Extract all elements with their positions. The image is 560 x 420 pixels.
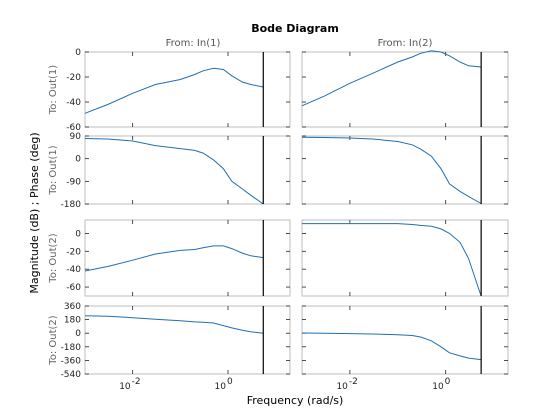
panel-r1-c2 <box>301 50 509 128</box>
axes-box <box>301 135 509 205</box>
x-tick-label: 10 <box>432 382 444 392</box>
response-line <box>84 315 264 334</box>
x-tick-exponent: 0 <box>227 377 233 387</box>
row-label: To: Out(2) <box>48 233 59 283</box>
row-label: To: Out(1) <box>48 145 59 195</box>
x-tick-exponent: 0 <box>445 377 451 387</box>
axes-box <box>301 219 509 297</box>
row-label: To: Out(1) <box>48 65 59 115</box>
y-tick-label: -40 <box>66 98 81 108</box>
x-tick-label: 10 <box>336 382 348 392</box>
y-tick-label: -60 <box>66 283 81 293</box>
y-tick-label: -360 <box>61 356 82 366</box>
x-tick-label: 10 <box>215 382 227 392</box>
y-tick-label: -40 <box>66 265 81 275</box>
response-line <box>301 332 482 361</box>
y-tick-label: -60 <box>66 123 81 133</box>
column-title-in2: From: In(2) <box>378 38 433 49</box>
panel-r2-c2 <box>301 135 509 205</box>
x-axis-label: Frequency (rad/s) <box>247 394 344 407</box>
axes-box <box>301 305 509 375</box>
axes-box <box>84 51 291 128</box>
y-tick-label: 0 <box>75 329 81 339</box>
y-tick-label: 0 <box>75 155 81 165</box>
panel-r3-c1: 0 -20 -40 -60 <box>66 219 291 297</box>
panel-r4-c2: 10 -2 10 0 <box>301 305 509 392</box>
column-title-in1: From: In(1) <box>166 38 221 49</box>
y-tick-label: -20 <box>66 247 81 257</box>
response-line <box>302 223 482 297</box>
x-tick-exponent: -2 <box>132 377 141 387</box>
x-tick-exponent: -2 <box>349 377 358 387</box>
response-line <box>301 136 482 204</box>
panel-r1-c1: 0 -20 -40 -60 <box>66 48 291 133</box>
chart-title: Bode Diagram <box>251 22 339 35</box>
y-tick-label: -540 <box>61 370 82 380</box>
y-tick-label: -180 <box>61 200 82 210</box>
panel-r2-c1: 90 0 -90 -180 <box>61 132 291 210</box>
y-tick-label: 360 <box>64 302 81 312</box>
y-tick-label: 0 <box>75 229 81 239</box>
response-line <box>301 50 482 107</box>
y-tick-label: 0 <box>75 48 81 58</box>
y-tick-label: 90 <box>70 132 82 142</box>
y-tick-label: 180 <box>64 316 81 326</box>
response-line <box>84 67 264 114</box>
y-axis-label: Magnitude (dB) ; Phase (deg) <box>28 132 41 293</box>
y-tick-label: -180 <box>61 343 82 353</box>
axes-box <box>84 135 291 205</box>
response-line <box>84 138 264 205</box>
axes-box <box>301 51 509 128</box>
y-tick-label: -90 <box>66 177 81 187</box>
response-line <box>84 245 264 272</box>
row-label: To: Out(2) <box>48 315 59 365</box>
y-tick-label: -20 <box>66 73 81 83</box>
axes-box <box>84 219 291 297</box>
x-tick-label: 10 <box>119 382 131 392</box>
panel-r3-c2 <box>301 219 509 297</box>
